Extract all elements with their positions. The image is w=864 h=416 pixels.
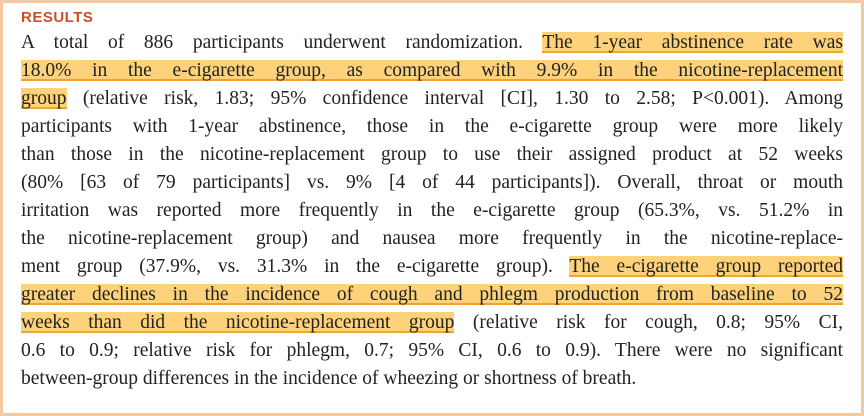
text-line: 18.0% in the e-cigarette group, as compa… bbox=[21, 57, 843, 85]
text-line: than those in the nicotine-replacement g… bbox=[21, 141, 843, 169]
highlighted-text: 18.0% in the e-cigarette group, as compa… bbox=[21, 60, 843, 81]
text-run: 0.6 to 0.9; relative risk for phlegm, 0.… bbox=[21, 340, 843, 361]
text-run: the nicotine-replacement group) and naus… bbox=[21, 228, 843, 249]
paragraph: A total of 886 participants underwent ra… bbox=[21, 29, 843, 393]
text-run: (80% [63 of 79 participants] vs. 9% [4 o… bbox=[21, 172, 843, 193]
text-line: group (relative risk, 1.83; 95% confiden… bbox=[21, 85, 843, 113]
text-run: participants with 1-year abstinence, tho… bbox=[21, 116, 843, 137]
text-line: (80% [63 of 79 participants] vs. 9% [4 o… bbox=[21, 169, 843, 197]
text-line: ment group (37.9%, vs. 31.3% in the e-ci… bbox=[21, 253, 843, 281]
text-line: the nicotine-replacement group) and naus… bbox=[21, 225, 843, 253]
text-line: between-group differences in the inciden… bbox=[21, 365, 843, 393]
text-line: A total of 886 participants underwent ra… bbox=[21, 29, 843, 57]
text-line: irritation was reported more frequently … bbox=[21, 197, 843, 225]
text-run: irritation was reported more frequently … bbox=[21, 200, 843, 221]
text-line: weeks than did the nicotine-replacement … bbox=[21, 309, 843, 337]
highlighted-text: The 1-year abstinence rate was bbox=[542, 32, 843, 53]
text-line: 0.6 to 0.9; relative risk for phlegm, 0.… bbox=[21, 337, 843, 365]
text-run: (relative risk, 1.83; 95% confidence int… bbox=[66, 88, 843, 109]
text-run: than those in the nicotine-replacement g… bbox=[21, 144, 843, 165]
highlighted-text: greater declines in the incidence of cou… bbox=[21, 284, 843, 305]
text-line: greater declines in the incidence of cou… bbox=[21, 281, 843, 309]
text-run: between-group differences in the inciden… bbox=[21, 368, 637, 389]
text-run: A total of 886 participants underwent ra… bbox=[21, 32, 543, 53]
highlighted-text: The e-cigarette group reported bbox=[569, 256, 843, 277]
highlighted-text: weeks than did the nicotine-replacement … bbox=[21, 312, 455, 333]
highlighted-text: group bbox=[21, 88, 67, 109]
text-line: participants with 1-year abstinence, tho… bbox=[21, 113, 843, 141]
text-run: (relative risk for cough, 0.8; 95% CI, bbox=[454, 312, 843, 333]
section-heading: RESULTS bbox=[21, 9, 94, 26]
text-run: ment group (37.9%, vs. 31.3% in the e-ci… bbox=[21, 256, 570, 277]
